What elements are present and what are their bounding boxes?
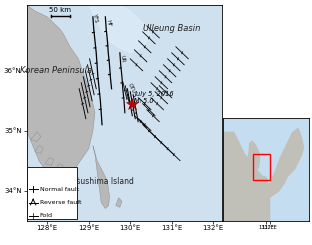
Text: Korean Peninsula: Korean Peninsula (20, 66, 92, 75)
Text: Reverse fault: Reverse fault (40, 200, 81, 205)
Polygon shape (261, 176, 268, 191)
Text: YFS: YFS (92, 14, 98, 24)
FancyBboxPatch shape (27, 167, 77, 219)
Polygon shape (27, 5, 95, 179)
Polygon shape (73, 176, 78, 183)
Polygon shape (93, 146, 110, 208)
Polygon shape (116, 198, 122, 207)
Text: 50 km: 50 km (49, 7, 71, 13)
Text: HF: HF (105, 19, 112, 27)
Text: Normal fault: Normal fault (40, 187, 79, 192)
Polygon shape (35, 146, 43, 153)
Text: Tsushima Island: Tsushima Island (73, 177, 134, 186)
Polygon shape (264, 129, 304, 198)
Polygon shape (248, 141, 260, 172)
Bar (253, 154, 270, 180)
Text: Mₗ 5.0: Mₗ 5.0 (134, 98, 154, 104)
Polygon shape (66, 170, 71, 177)
Text: OTU: OTU (126, 82, 136, 95)
Polygon shape (45, 158, 53, 165)
Polygon shape (89, 5, 151, 53)
Text: July 5, 2016: July 5, 2016 (134, 91, 174, 97)
Text: Fold: Fold (40, 213, 53, 218)
Text: UR: UR (120, 55, 126, 63)
Text: Ulleung Basin: Ulleung Basin (143, 24, 200, 33)
Polygon shape (223, 132, 270, 220)
Polygon shape (31, 132, 41, 141)
Polygon shape (56, 164, 63, 171)
